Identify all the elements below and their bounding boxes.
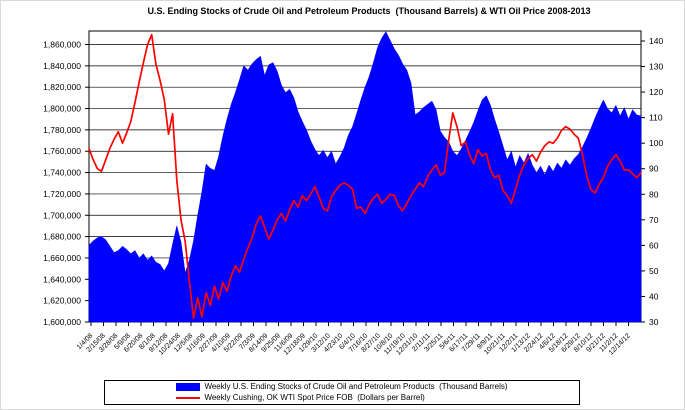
legend-label-wti: Weekly Cushing, OK WTI Spot Price FOB (D…: [204, 393, 425, 402]
wti-line-series: [88, 33, 642, 320]
y-right-label: 80: [649, 189, 659, 199]
legend-inner: Weekly U.S. Ending Stocks of Crude Oil a…: [176, 382, 508, 403]
y-right-label: 100: [649, 138, 663, 148]
stocks-area-swatch: [176, 383, 201, 391]
y-left-label: 1,660,000: [43, 253, 81, 263]
y-right-label: 110: [649, 113, 663, 123]
y-left-label: 1,600,000: [43, 317, 81, 327]
y-right-label: 70: [649, 215, 659, 225]
y-left-label: 1,840,000: [43, 61, 81, 71]
y-left-label: 1,740,000: [43, 168, 81, 178]
wti-line-swatch: [176, 397, 201, 399]
y-right-label: 60: [649, 240, 659, 250]
y-right-label: 120: [649, 87, 663, 97]
y-left-label: 1,700,000: [43, 210, 81, 220]
legend: Weekly U.S. Ending Stocks of Crude Oil a…: [104, 380, 580, 405]
y-left-label: 1,720,000: [43, 189, 81, 199]
y-left-label: 1,800,000: [43, 104, 81, 114]
y-left-label: 1,620,000: [43, 296, 81, 306]
legend-label-stocks: Weekly U.S. Ending Stocks of Crude Oil a…: [204, 382, 508, 391]
y-left-label: 1,680,000: [43, 232, 81, 242]
y-right-label: 40: [649, 291, 659, 301]
y-left-label: 1,780,000: [43, 125, 81, 135]
stocks-area-series: [88, 31, 642, 323]
y-left-label: 1,640,000: [43, 274, 81, 284]
legend-item-wti: Weekly Cushing, OK WTI Spot Price FOB (D…: [176, 393, 425, 403]
y-right-label: 50: [649, 266, 659, 276]
y-left-label: 1,760,000: [43, 146, 81, 156]
y-left-label: 1,860,000: [43, 40, 81, 50]
legend-item-stocks: Weekly U.S. Ending Stocks of Crude Oil a…: [176, 382, 508, 392]
y-right-label: 140: [649, 36, 663, 46]
y-right-label: 90: [649, 164, 659, 174]
y-right-label: 130: [649, 62, 663, 72]
y-left-label: 1,820,000: [43, 82, 81, 92]
chart-title: U.S. Ending Stocks of Crude Oil and Petr…: [147, 6, 591, 16]
y-right-label: 30: [649, 317, 659, 327]
